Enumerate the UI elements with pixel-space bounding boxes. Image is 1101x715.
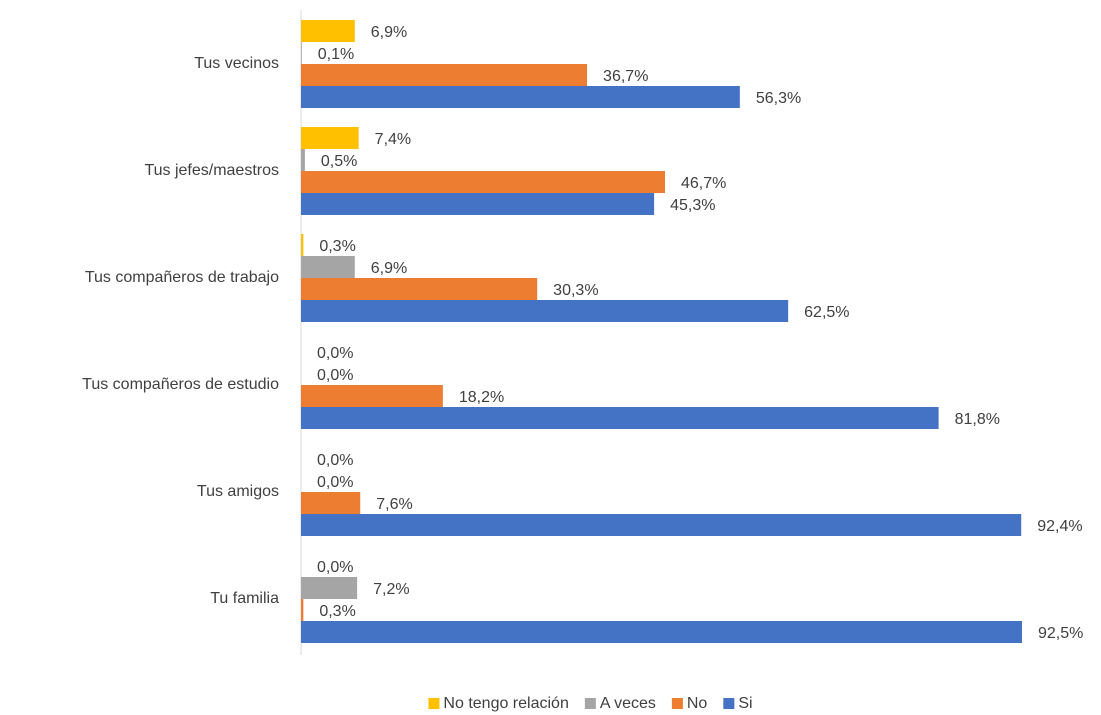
bar xyxy=(301,300,789,322)
value-label: 7,4% xyxy=(375,131,411,148)
value-label: 0,0% xyxy=(317,452,353,469)
value-label: 36,7% xyxy=(603,68,648,85)
legend-swatch xyxy=(584,698,596,709)
value-label: 56,3% xyxy=(756,90,801,107)
value-label: 0,3% xyxy=(319,603,355,620)
value-label: 0,0% xyxy=(317,559,353,576)
category-label: Tus amigos xyxy=(197,483,279,500)
legend-label: No xyxy=(687,695,708,712)
value-label: 0,3% xyxy=(319,238,355,255)
bar xyxy=(301,278,538,300)
bar xyxy=(301,514,1022,536)
value-label: 0,0% xyxy=(317,474,353,491)
bar xyxy=(301,127,359,149)
legend-swatch xyxy=(671,698,683,709)
bar xyxy=(301,149,305,171)
bar xyxy=(301,407,939,429)
value-label: 92,4% xyxy=(1037,518,1082,535)
bar xyxy=(301,171,666,193)
bar xyxy=(301,599,304,621)
value-label: 0,0% xyxy=(317,345,353,362)
legend-label: A veces xyxy=(600,695,656,712)
value-label: 0,0% xyxy=(317,367,353,384)
value-label: 81,8% xyxy=(955,411,1000,428)
category-label: Tus compañeros de estudio xyxy=(82,376,279,393)
value-label: 6,9% xyxy=(371,260,407,277)
value-label: 0,1% xyxy=(318,46,354,63)
bar xyxy=(301,42,302,64)
bar xyxy=(301,64,588,86)
bar xyxy=(301,577,358,599)
bar xyxy=(301,20,355,42)
category-label: Tus jefes/maestros xyxy=(144,162,279,179)
bar xyxy=(301,621,1022,643)
value-label: 7,6% xyxy=(376,496,412,513)
value-label: 46,7% xyxy=(681,175,726,192)
value-label: 7,2% xyxy=(373,581,409,598)
legend-label: No tengo relación xyxy=(443,695,568,712)
bar xyxy=(301,256,355,278)
legend-swatch xyxy=(723,698,735,709)
bar xyxy=(301,234,304,256)
value-label: 0,5% xyxy=(321,153,357,170)
category-label: Tus compañeros de trabajo xyxy=(85,269,279,286)
value-label: 18,2% xyxy=(459,389,504,406)
value-label: 45,3% xyxy=(670,197,715,214)
value-label: 92,5% xyxy=(1038,625,1083,642)
legend-label: Si xyxy=(738,695,752,712)
bar xyxy=(301,492,361,514)
bar xyxy=(301,86,740,108)
bar xyxy=(301,385,443,407)
value-label: 6,9% xyxy=(371,24,407,41)
value-label: 30,3% xyxy=(553,282,598,299)
bar xyxy=(301,193,655,215)
category-label: Tus vecinos xyxy=(194,55,279,72)
value-label: 62,5% xyxy=(804,304,849,321)
legend-swatch xyxy=(428,698,440,709)
category-label: Tu familia xyxy=(210,590,279,607)
